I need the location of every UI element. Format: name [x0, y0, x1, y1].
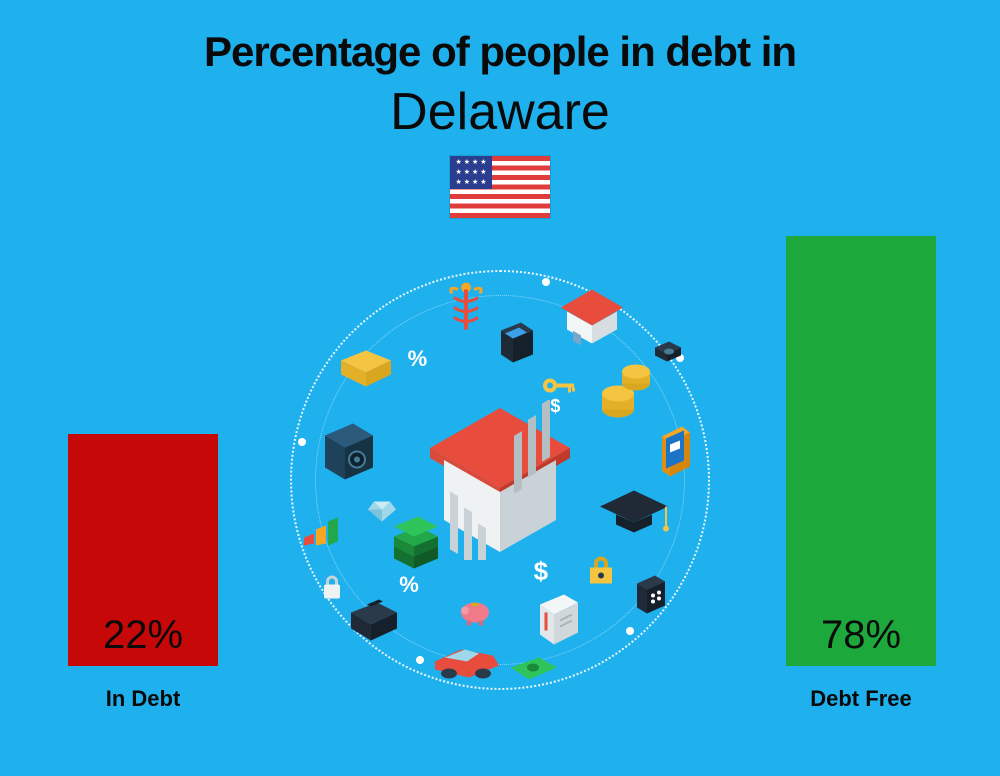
bar-in-debt-label: In Debt [0, 686, 293, 712]
envelope-icon [339, 348, 393, 393]
house-icon [557, 288, 627, 353]
bar-in-debt: 22% In Debt [68, 434, 218, 666]
bar-debt-free-value: 78% [786, 613, 936, 658]
padlock-icon [321, 573, 343, 606]
bank-icon [420, 400, 580, 560]
cash-icon [388, 517, 444, 578]
percent-icon: % [408, 346, 428, 372]
finance-illustration: % % $ $ [290, 270, 710, 690]
dollar-bill-icon [509, 656, 559, 691]
phone-icon [656, 422, 696, 487]
page-title: Percentage of people in debt in [0, 0, 1000, 76]
clipboard-icon [534, 592, 584, 653]
bar-debt-free-label: Debt Free [711, 686, 1000, 712]
bar-debt-free: 78% Debt Free [786, 236, 936, 666]
piggy-bank-icon [457, 597, 493, 632]
page-subtitle: Delaware [0, 82, 1000, 142]
safe-icon [319, 419, 379, 490]
key-icon [542, 375, 576, 400]
grad-cap-icon [596, 486, 672, 541]
medical-icon [448, 282, 484, 343]
calculator-icon [633, 573, 669, 622]
coins-icon [598, 364, 654, 429]
briefcase-icon [343, 596, 405, 649]
padlock-icon [586, 552, 616, 593]
car-icon [421, 637, 511, 692]
camera-icon [651, 338, 685, 371]
bar-in-debt-value: 22% [68, 613, 218, 658]
calculator-icon [497, 320, 537, 371]
chart-icon [302, 508, 346, 553]
us-flag-icon [450, 156, 550, 218]
dollar-icon: $ [534, 556, 548, 587]
